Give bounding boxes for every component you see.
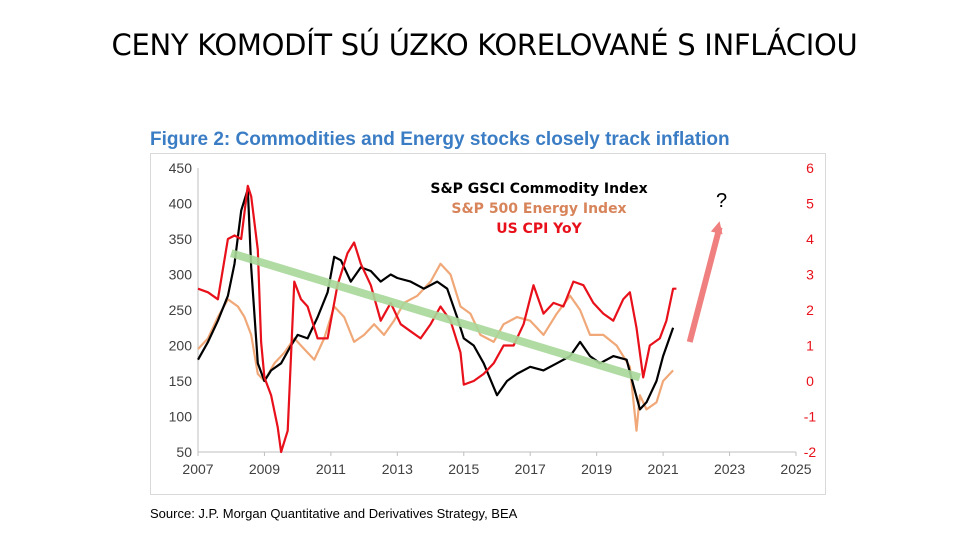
x-tick-label: 2025	[780, 461, 811, 477]
x-tick-label: 2007	[182, 461, 213, 477]
series-gsci-line	[197, 188, 675, 411]
y-tick-left-label: 50	[176, 444, 192, 460]
question-mark-annotation: ?	[716, 190, 727, 212]
y-tick-left-label: 400	[169, 196, 193, 212]
y-tick-left-label: 350	[169, 231, 193, 247]
y-tick-left-label: 250	[169, 302, 193, 318]
trend-line	[230, 249, 642, 382]
x-tick-label: 2009	[249, 461, 280, 477]
chart-frame	[150, 153, 826, 495]
legend-entry: US CPI YoY	[496, 221, 582, 237]
inflation-arrow-shaft	[686, 226, 723, 343]
figure-source: Source: J.P. Morgan Quantitative and Der…	[150, 506, 518, 521]
y-tick-right-label: 5	[806, 196, 814, 212]
legend-entry: S&P 500 Energy Index	[451, 201, 626, 217]
y-tick-right-label: 0	[806, 373, 814, 389]
x-tick-label: 2017	[515, 461, 546, 477]
x-tick-label: 2019	[581, 461, 612, 477]
y-tick-left-label: 300	[169, 267, 193, 283]
series-cpi-line	[197, 184, 677, 454]
y-tick-right-label: 3	[806, 267, 814, 283]
x-tick-label: 2013	[382, 461, 413, 477]
x-tick-label: 2011	[316, 461, 346, 477]
y-tick-right-label: -1	[804, 409, 817, 425]
x-tick-label: 2021	[648, 461, 679, 477]
y-tick-left-label: 100	[169, 409, 193, 425]
y-tick-left-label: 200	[169, 338, 193, 354]
y-tick-right-label: 4	[806, 231, 814, 247]
y-tick-left-label: 450	[169, 160, 193, 176]
y-tick-right-label: 6	[806, 160, 814, 176]
y-tick-left-label: 150	[169, 373, 193, 389]
y-tick-right-label: -2	[804, 444, 817, 460]
x-tick-label: 2023	[714, 461, 745, 477]
x-tick-label: 2015	[448, 461, 479, 477]
y-tick-right-label: 2	[806, 302, 814, 318]
chart: 450 400 350 300 250 200 150 100 50 6 5 4 3 2 1 0 -1 -2 200…	[169, 160, 817, 477]
inflation-arrow-head	[710, 221, 723, 235]
legend-entry: S&P GSCI Commodity Index	[430, 181, 647, 197]
y-tick-right-label: 1	[806, 338, 814, 354]
series-energy-line	[197, 262, 674, 432]
figure-title: Figure 2: Commodities and Energy stocks …	[150, 129, 730, 150]
slide-title: CENY KOMODÍT SÚ ÚZKO KORELOVANÉ S INFLÁC…	[111, 28, 858, 62]
